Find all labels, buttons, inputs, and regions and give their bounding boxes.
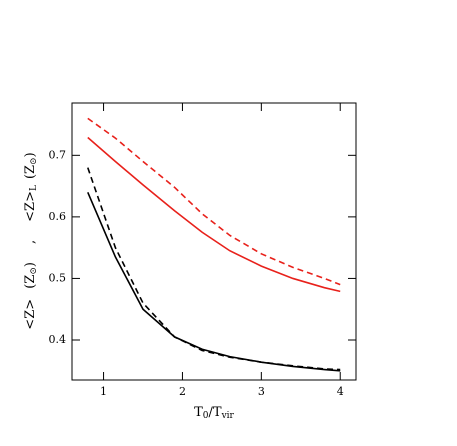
x-tick-label: 3: [258, 385, 265, 398]
y-tick-label: 0.7: [49, 148, 67, 161]
x-axis-label: T0/Tvir: [194, 405, 234, 421]
y-tick-label: 0.5: [49, 271, 67, 284]
y-axis-label: <Z> (Z⊙),<Z>L(Z⊙): [23, 152, 39, 329]
x-tick-label: 2: [179, 385, 186, 398]
series-line: [87, 117, 341, 286]
y-tick-label: 0.6: [49, 210, 67, 223]
x-tick-label: 4: [337, 385, 344, 398]
y-tick-label: 0.4: [49, 333, 67, 346]
plot-frame: [71, 102, 357, 381]
series-line: [87, 167, 341, 371]
x-tick-label: 1: [100, 385, 107, 398]
series-line: [87, 136, 341, 293]
